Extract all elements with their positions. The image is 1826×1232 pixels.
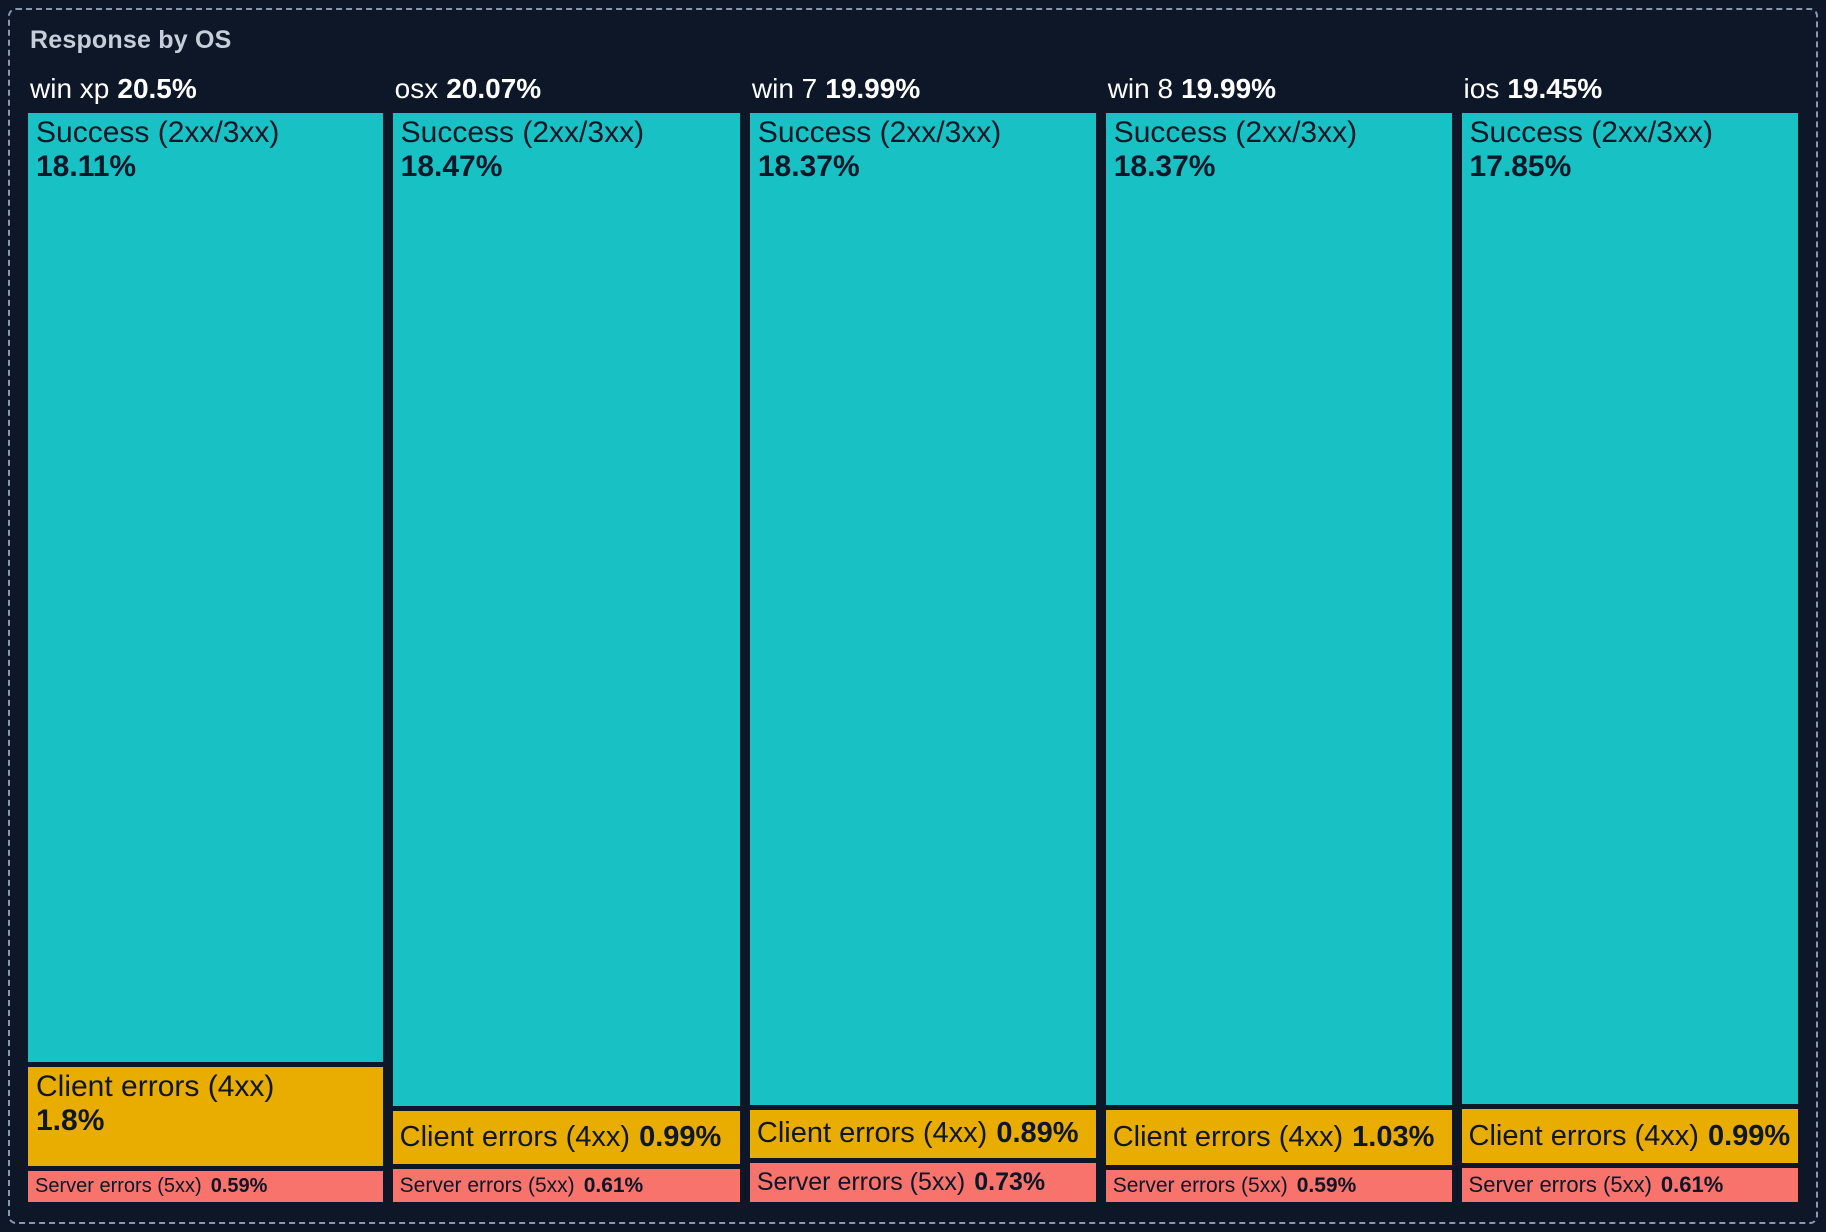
segment-share-value: 18.37%: [757, 149, 860, 183]
group-header-ios[interactable]: ios 19.45%: [1462, 71, 1798, 113]
segment-name: Success (2xx/3xx): [757, 116, 1002, 149]
segment-name: Client errors (4xx): [756, 1117, 988, 1150]
group-header-osx[interactable]: osx 20.07%: [393, 71, 740, 113]
treemap-cell-osx-success[interactable]: Success (2xx/3xx) 18.47%: [392, 113, 740, 1107]
treemap-cell-win-xp-client[interactable]: Client errors (4xx) 1.8%: [28, 1066, 383, 1167]
segment-share-value: 0.61%: [583, 1173, 644, 1197]
group-share-value: 19.99%: [825, 73, 921, 104]
segment-name: Success (2xx/3xx): [36, 116, 280, 149]
segment-name: Server errors (5xx): [1112, 1174, 1288, 1198]
group-share-value: 20.07%: [446, 73, 542, 104]
treemap-cell-win-8-success[interactable]: Success (2xx/3xx) 18.37%: [1105, 113, 1452, 1106]
segment-share-value: 0.73%: [974, 1167, 1046, 1196]
treemap-column-win-7: win 7 19.99% Success (2xx/3xx) 18.37% Client…: [749, 71, 1096, 1202]
segment-name: Success (2xx/3xx): [1113, 116, 1358, 149]
group-name: osx: [394, 73, 439, 104]
response-by-os-panel: Response by OS win xp 20.5% Success (2xx/3…: [8, 8, 1818, 1224]
group-share-value: 19.45%: [1507, 73, 1603, 104]
group-name: ios: [1463, 73, 1500, 104]
segment-share-value: 17.85%: [1469, 149, 1572, 183]
treemap-cell-win-xp-success[interactable]: Success (2xx/3xx) 18.11%: [28, 113, 383, 1062]
treemap-column-osx: osx 20.07% Success (2xx/3xx) 18.47% Client e…: [392, 71, 740, 1202]
segment-name: Client errors (4xx): [399, 1121, 631, 1154]
segment-share-value: 1.8%: [36, 1103, 105, 1137]
group-segments: Success (2xx/3xx) 17.85% Client errors (4x…: [1461, 113, 1799, 1202]
group-header-win-8[interactable]: win 8 19.99%: [1106, 71, 1452, 113]
group-name: win 7: [751, 73, 818, 104]
treemap-column-win-8: win 8 19.99% Success (2xx/3xx) 18.37% Client…: [1105, 71, 1452, 1202]
segment-name: Client errors (4xx): [1112, 1121, 1344, 1154]
treemap-cell-win-7-server[interactable]: Server errors (5xx) 0.73%: [749, 1162, 1096, 1202]
group-name: win 8: [1107, 73, 1174, 104]
group-name: win xp: [30, 73, 110, 104]
treemap-column-win-xp: win xp 20.5% Success (2xx/3xx) 18.11% Client…: [28, 71, 383, 1202]
group-segments: Success (2xx/3xx) 18.37% Client errors (4x…: [749, 113, 1096, 1202]
treemap-cell-ios-success[interactable]: Success (2xx/3xx) 17.85%: [1461, 113, 1799, 1104]
treemap-column-ios: ios 19.45% Success (2xx/3xx) 17.85% Client e…: [1461, 71, 1799, 1202]
group-segments: Success (2xx/3xx) 18.37% Client errors (4x…: [1105, 113, 1452, 1202]
segment-name: Client errors (4xx): [1468, 1119, 1699, 1152]
segment-share-value: 0.59%: [210, 1175, 268, 1198]
treemap-cell-ios-client[interactable]: Client errors (4xx) 0.99%: [1461, 1108, 1799, 1164]
treemap-cell-win-7-success[interactable]: Success (2xx/3xx) 18.37%: [749, 113, 1096, 1106]
panel-title: Response by OS: [30, 26, 232, 54]
group-share-value: 20.5%: [117, 73, 197, 104]
segment-share-value: 18.47%: [400, 149, 503, 183]
group-share-value: 19.99%: [1181, 73, 1277, 104]
segment-share-value: 0.99%: [639, 1121, 722, 1154]
segment-name: Client errors (4xx): [36, 1069, 275, 1103]
segment-share-value: 0.99%: [1707, 1119, 1791, 1152]
group-segments: Success (2xx/3xx) 18.47% Client errors (4x…: [392, 113, 740, 1202]
treemap-cell-win-xp-server[interactable]: Server errors (5xx) 0.59%: [28, 1171, 383, 1202]
segment-share-value: 18.37%: [1113, 149, 1216, 183]
treemap-cell-osx-client[interactable]: Client errors (4xx) 0.99%: [392, 1111, 740, 1165]
segment-name: Success (2xx/3xx): [1469, 116, 1713, 149]
treemap-cell-ios-server[interactable]: Server errors (5xx) 0.61%: [1461, 1168, 1799, 1202]
segment-share-value: 0.59%: [1296, 1174, 1357, 1198]
treemap-cell-osx-server[interactable]: Server errors (5xx) 0.61%: [392, 1169, 740, 1202]
segment-share-value: 0.61%: [1660, 1172, 1724, 1198]
segment-name: Server errors (5xx): [35, 1175, 202, 1198]
segment-name: Success (2xx/3xx): [400, 116, 645, 149]
treemap-cell-win-7-client[interactable]: Client errors (4xx) 0.89%: [749, 1110, 1096, 1158]
group-segments: Success (2xx/3xx) 18.11% Client errors (4x…: [28, 113, 383, 1202]
segment-share-value: 18.11%: [36, 149, 137, 183]
group-header-win-xp[interactable]: win xp 20.5%: [28, 71, 383, 113]
treemap: win xp 20.5% Success (2xx/3xx) 18.11% Client…: [28, 71, 1799, 1202]
segment-share-value: 1.03%: [1352, 1121, 1435, 1154]
segment-name: Server errors (5xx): [399, 1173, 575, 1197]
treemap-cell-win-8-server[interactable]: Server errors (5xx) 0.59%: [1105, 1170, 1452, 1202]
segment-name: Server errors (5xx): [1468, 1172, 1652, 1198]
treemap-cell-win-8-client[interactable]: Client errors (4xx) 1.03%: [1105, 1110, 1452, 1166]
segment-name: Server errors (5xx): [756, 1167, 966, 1196]
group-header-win-7[interactable]: win 7 19.99%: [750, 71, 1096, 113]
segment-share-value: 0.89%: [996, 1117, 1079, 1150]
